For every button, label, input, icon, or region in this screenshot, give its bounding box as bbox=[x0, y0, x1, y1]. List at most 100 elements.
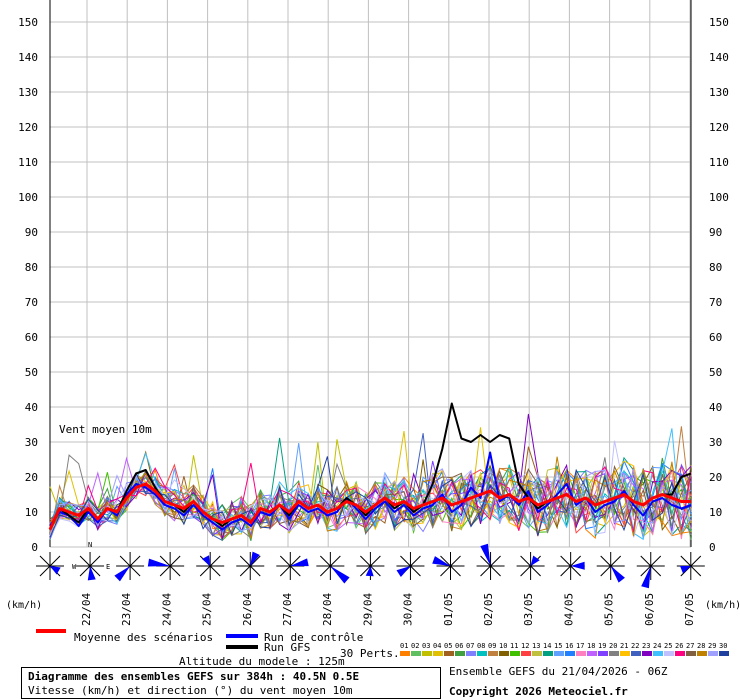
wind-rose bbox=[556, 552, 585, 580]
y-tick-left: 120 bbox=[18, 121, 38, 134]
y-tick-right: 120 bbox=[709, 121, 729, 134]
x-date-label: 03/05 bbox=[522, 593, 535, 626]
wind-roses bbox=[36, 543, 705, 589]
pert-number: 17 bbox=[576, 642, 584, 650]
pert-number: 10 bbox=[499, 642, 507, 650]
unit-left: (km/h) bbox=[6, 600, 43, 611]
pert-color-swatch bbox=[543, 651, 553, 656]
perts-label: 30 Perts. bbox=[340, 647, 400, 660]
pert-color-swatch bbox=[455, 651, 465, 656]
rose-petal bbox=[610, 566, 625, 583]
y-tick-left: 80 bbox=[25, 261, 38, 274]
rose-petal bbox=[87, 566, 96, 581]
unit-right: (km/h) bbox=[705, 600, 740, 611]
perturbation-line bbox=[49, 440, 692, 538]
x-date-label: 05/05 bbox=[603, 593, 616, 626]
rose-petal bbox=[432, 556, 451, 566]
perturbation-line bbox=[49, 462, 692, 533]
y-tick-right: 90 bbox=[709, 226, 722, 239]
pert-color-swatch bbox=[477, 651, 487, 656]
y-tick-left: 140 bbox=[18, 51, 38, 64]
x-axis-date-labels: 22/04 23/04 24/04 25/04 26/04 27/04 28/04 29/04… bbox=[80, 593, 696, 626]
rose-petal bbox=[641, 566, 651, 589]
rose-petal bbox=[201, 555, 211, 566]
pert-number: 11 bbox=[510, 642, 518, 650]
pert-color-swatch bbox=[411, 651, 421, 656]
pert-number: 09 bbox=[488, 642, 496, 650]
wind-rose bbox=[316, 552, 350, 584]
x-date-label: 27/04 bbox=[281, 593, 294, 626]
pert-number: 03 bbox=[422, 642, 430, 650]
wind-rose bbox=[432, 552, 465, 580]
pert-color-swatch bbox=[510, 651, 520, 656]
rose-n-letter: N bbox=[88, 541, 93, 549]
rose-petal bbox=[250, 551, 260, 566]
y-tick-right: 30 bbox=[709, 436, 722, 449]
y-tick-left: 110 bbox=[18, 156, 38, 169]
pert-number: 02 bbox=[411, 642, 419, 650]
pert-number: 28 bbox=[697, 642, 705, 650]
y-tick-left: 100 bbox=[18, 191, 38, 204]
x-date-label: 01/05 bbox=[442, 593, 455, 626]
y-tick-left: 20 bbox=[25, 471, 38, 484]
y-tick-right: 130 bbox=[709, 86, 729, 99]
chart-grid bbox=[49, 0, 692, 548]
pert-color-swatch bbox=[631, 651, 641, 656]
wind-rose bbox=[476, 543, 505, 580]
pert-color-swatch bbox=[620, 651, 630, 656]
y-tick-left: 30 bbox=[25, 436, 38, 449]
legend-mean-label: Moyenne des scénarios bbox=[74, 631, 214, 644]
y-tick-left: 60 bbox=[25, 331, 38, 344]
wind-rose bbox=[196, 552, 225, 580]
y-tick-right: 10 bbox=[709, 506, 722, 519]
y-tick-left: 50 bbox=[25, 366, 38, 379]
legend-swatches: 01 02 03 04 05 06 07 08 09 10 11 12 13 14 15 16 17 18 19 20… bbox=[36, 629, 729, 656]
pert-color-swatch bbox=[444, 651, 454, 656]
y-tick-right: 70 bbox=[709, 296, 722, 309]
x-date-label: 29/04 bbox=[361, 593, 374, 626]
y-tick-left: 150 bbox=[18, 16, 38, 29]
wind-rose bbox=[636, 552, 665, 589]
pert-number: 01 bbox=[400, 642, 408, 650]
rose-e-letter: E bbox=[106, 563, 111, 571]
legend-mean-swatch bbox=[36, 629, 66, 633]
y-tick-right: 80 bbox=[709, 261, 722, 274]
legend-gfs-label: Run GFS bbox=[264, 641, 311, 654]
y-tick-left: 10 bbox=[25, 506, 38, 519]
pert-color-swatch bbox=[576, 651, 586, 656]
y-tick-right: 20 bbox=[709, 471, 722, 484]
pert-color-swatch bbox=[686, 651, 696, 656]
wind-rose bbox=[147, 552, 185, 580]
pert-color-swatch bbox=[466, 651, 476, 656]
pert-color-swatch bbox=[587, 651, 597, 656]
title-box: Diagramme des ensembles GEFS sur 384h : … bbox=[21, 667, 441, 699]
pert-number: 25 bbox=[664, 642, 672, 650]
pert-number: 30 bbox=[719, 642, 727, 650]
legend-gfs-swatch bbox=[226, 645, 258, 649]
altitude-label: Altitude du modele : 125m bbox=[179, 655, 345, 668]
wind-rose bbox=[356, 552, 385, 580]
x-date-label: 02/05 bbox=[482, 593, 495, 626]
pert-number: 12 bbox=[521, 642, 529, 650]
pert-color-swatch bbox=[675, 651, 685, 656]
pert-number: 18 bbox=[587, 642, 595, 650]
pert-number: 27 bbox=[686, 642, 694, 650]
y-tick-right: 150 bbox=[709, 16, 729, 29]
pert-number: 14 bbox=[543, 642, 551, 650]
pert-color-swatch bbox=[565, 651, 575, 656]
legend-control-swatch bbox=[226, 634, 258, 638]
pert-color-swatch bbox=[521, 651, 531, 656]
pert-color-swatch bbox=[609, 651, 619, 656]
pert-color-swatch bbox=[433, 651, 443, 656]
wind-rose bbox=[676, 552, 705, 580]
y-tick-left: 40 bbox=[25, 401, 38, 414]
title-line2: Vitesse (km/h) et direction (°) du vent … bbox=[28, 684, 353, 697]
rose-petal bbox=[396, 566, 411, 577]
y-tick-right: 100 bbox=[709, 191, 729, 204]
y-tick-right: 0 bbox=[709, 541, 716, 554]
main-series-lines bbox=[48, 402, 692, 531]
pert-color-swatch bbox=[653, 651, 663, 656]
x-date-label: 06/05 bbox=[643, 593, 656, 626]
x-date-label: 25/04 bbox=[201, 593, 214, 626]
